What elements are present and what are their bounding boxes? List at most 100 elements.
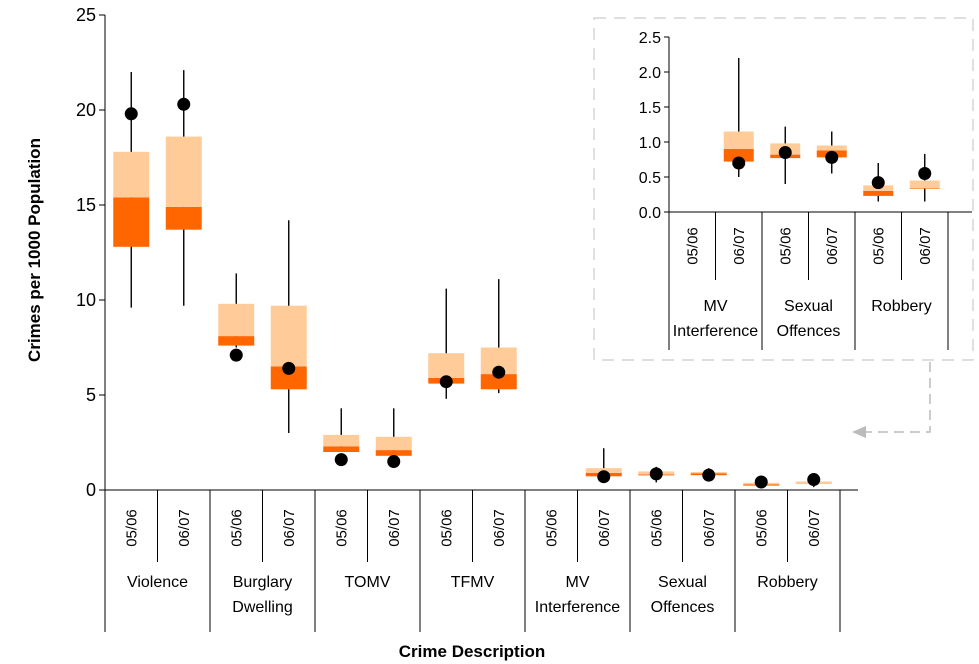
box-robbery-06-07 (795, 473, 832, 488)
category-label-mv-interference: Interference (535, 599, 620, 616)
y-tick-label: 5 (86, 385, 96, 405)
lower-box (113, 197, 150, 247)
data-point (702, 468, 716, 482)
upper-box (113, 151, 150, 198)
inset-box-mv-interference-06-07 (723, 58, 754, 177)
upper-box (375, 436, 412, 451)
y-tick-label: 25 (76, 5, 96, 25)
x-axis-title: Crime Description (399, 642, 545, 661)
category-label-violence: Violence (127, 574, 188, 591)
category-label-sexual-offences: Offences (651, 599, 715, 616)
inset-category-label-mv-interference: Interference (673, 323, 758, 340)
box-tfmv-05-06 (428, 288, 465, 399)
period-label: 05/06 (438, 509, 455, 547)
inset-box-sexual-offences-06-07 (816, 131, 847, 174)
lower-box (165, 206, 202, 230)
inset-category-label-mv-interference: MV (704, 298, 728, 315)
data-point (282, 361, 296, 375)
period-label: 06/07 (701, 509, 718, 547)
box-burglary-dwelling-06-07 (270, 220, 307, 433)
period-label: 05/06 (648, 509, 665, 547)
inset-period-label: 05/06 (684, 227, 701, 265)
data-point (778, 146, 792, 159)
inset-period-label: 06/07 (917, 227, 934, 265)
data-point (597, 470, 611, 484)
lower-box (863, 191, 894, 196)
period-label: 05/06 (228, 509, 245, 547)
data-point (439, 375, 453, 389)
box-tomv-06-07 (375, 408, 412, 468)
period-label: 05/06 (753, 509, 770, 547)
data-point (492, 365, 506, 379)
period-label: 06/07 (281, 509, 298, 547)
period-label: 06/07 (386, 509, 403, 547)
lower-box (323, 446, 360, 452)
upper-box (165, 136, 202, 207)
period-label: 06/07 (806, 509, 823, 547)
inset-connector (862, 362, 931, 433)
y-tick-label: 10 (76, 290, 96, 310)
inset-period-label: 06/07 (824, 227, 841, 265)
period-label: 05/06 (333, 509, 350, 547)
y-tick-label: 20 (76, 100, 96, 120)
main-chart: 0 5 10 15 20 25 05/06 06/07 Violence 05/06 06/07 Bu… (76, 5, 858, 632)
inset-y-tick-label: 1.0 (639, 135, 661, 152)
box-sexual-offences-05-06 (638, 466, 675, 483)
y-tick-label: 15 (76, 195, 96, 215)
lower-box (909, 188, 940, 189)
inset-y-tick-label: 2.0 (639, 65, 661, 82)
category-label-mv-interference: MV (566, 574, 590, 591)
period-label: 05/06 (123, 509, 140, 547)
data-point (177, 97, 191, 111)
data-point (649, 467, 663, 481)
upper-box (323, 434, 360, 447)
category-label-sexual-offences: Sexual (658, 574, 707, 591)
lower-box (723, 149, 754, 162)
inset-box-robbery-06-07 (909, 153, 940, 202)
data-point (387, 455, 401, 468)
inset-frame (593, 17, 974, 361)
box-burglary-dwelling-05-06 (218, 273, 255, 362)
inset-chart: 0.0 0.5 1.0 1.5 2.0 2.5 05/06 06/07 MV Interferen… (593, 17, 974, 438)
upper-box (428, 353, 465, 378)
inset-period-label: 05/06 (870, 227, 887, 265)
period-label: 05/06 (543, 509, 560, 547)
data-point (825, 150, 839, 164)
data-point (754, 475, 768, 489)
upper-box (723, 131, 754, 149)
box-sexual-offences-06-07 (690, 468, 727, 482)
inset-category-label-sexual-offences: Offences (777, 323, 841, 340)
upper-box (270, 305, 307, 367)
inset-y-tick-label: 0.0 (639, 205, 661, 222)
category-label-tfmv: TFMV (451, 574, 495, 591)
period-label: 06/07 (491, 509, 508, 547)
inset-y-tick-label: 0.5 (639, 170, 661, 187)
data-point (918, 167, 932, 180)
box-mv-interference-06-07 (585, 448, 622, 484)
inset-category-label-robbery: Robbery (871, 298, 931, 315)
y-axis-title: Crimes per 1000 Population (25, 138, 44, 362)
lower-box (218, 336, 255, 346)
inset-period-label: 05/06 (777, 227, 794, 265)
box-robbery-05-06 (743, 475, 780, 489)
upper-box (816, 145, 847, 151)
lower-box (270, 366, 307, 390)
inset-y-tick-label: 1.5 (639, 100, 661, 117)
lower-box (375, 450, 412, 456)
data-point (124, 107, 138, 121)
inset-y-tick-label: 2.5 (639, 30, 661, 47)
period-label: 06/07 (176, 509, 193, 547)
box-violence-06-07 (165, 70, 202, 306)
inset-category-label-sexual-offences: Sexual (784, 298, 833, 315)
category-label-tomv: TOMV (345, 574, 391, 591)
inset-box-sexual-offences-05-06 (770, 126, 801, 184)
category-label-burglary-dwelling: Burglary (233, 574, 293, 591)
data-point (334, 453, 348, 467)
inset-period-label: 06/07 (731, 227, 748, 265)
box-tomv-05-06 (323, 408, 360, 467)
category-label-burglary-dwelling: Dwelling (232, 599, 292, 616)
period-label: 06/07 (596, 509, 613, 547)
data-point (871, 176, 885, 190)
upper-box (909, 180, 940, 189)
